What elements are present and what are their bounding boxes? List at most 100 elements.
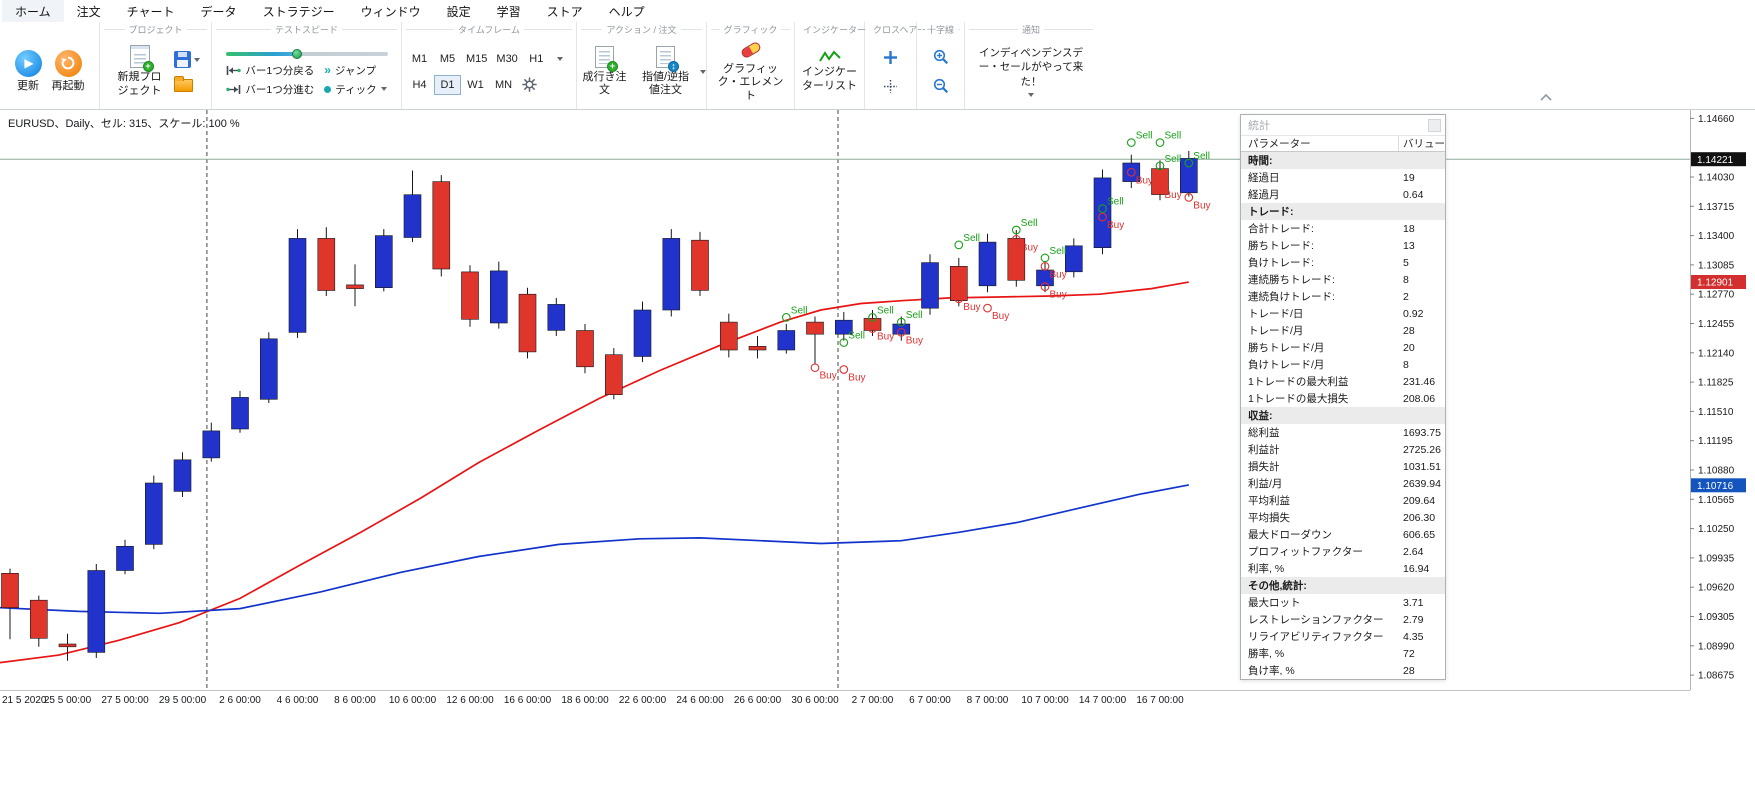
new-project-icon: + — [129, 45, 154, 73]
timeframe-m15-button[interactable]: M15 — [466, 52, 488, 65]
candle — [1007, 230, 1026, 287]
svg-text:Buy: Buy — [963, 302, 980, 313]
menu-item[interactable]: チャート — [126, 4, 175, 19]
chevron-down-icon[interactable] — [699, 69, 706, 74]
pending-order-button[interactable]: ↕ 指値/逆指値注文 — [634, 44, 698, 99]
price-tick: 1.11825 — [1690, 378, 1734, 389]
menu-item[interactable]: ウィンドウ — [360, 4, 421, 19]
chart-area[interactable]: Sell Buy Sell Buy Sell Buy Sell Buy Sell Buy Buy Se… — [0, 110, 1755, 690]
time-tick: 16 7 00:00 — [1136, 695, 1184, 706]
menu-item[interactable]: ストア — [546, 4, 583, 19]
indicator-list-button[interactable]: インジケーターリスト — [795, 48, 865, 94]
menu-item[interactable]: 学習 — [496, 4, 521, 19]
menu-item[interactable]: 注文 — [76, 4, 101, 19]
time-tick: 14 7 00:00 — [1078, 695, 1127, 706]
graphic-elements-button[interactable]: グラフィック・エレメント — [709, 38, 793, 105]
time-axis[interactable]: 21 5 2020 25 5 00:00 27 5 00:00 29 5 00:00 2… — [0, 690, 1690, 710]
step-forward-button[interactable]: バー1つ分進む — [226, 82, 314, 97]
svg-text:1.08990: 1.08990 — [1698, 641, 1735, 652]
candle — [87, 564, 106, 658]
tick-icon — [324, 85, 332, 93]
price-axis[interactable]: 1.14660 1.14030 1.13715 1.13400 1.13085 1.127… — [1690, 110, 1755, 690]
ma-blue-line — [0, 484, 1189, 615]
zoom-out-button[interactable] — [930, 76, 952, 96]
candle — [145, 475, 163, 550]
menu-item[interactable]: ヘルプ — [608, 4, 645, 19]
svg-text:1.08675: 1.08675 — [1698, 671, 1735, 682]
sell-marker: Sell — [1155, 131, 1181, 147]
sell-marker: Sell — [781, 305, 807, 322]
capsule-icon — [739, 40, 762, 60]
group-caption: タイムフレーム — [458, 25, 521, 35]
stats-row: 最大ドローダウン 606.65 — [1248, 528, 1436, 542]
timeframe-mn-button[interactable]: MN — [494, 78, 513, 91]
step-back-button[interactable]: バー1つ分戻る — [226, 63, 314, 78]
menu-item[interactable]: データ — [200, 4, 237, 19]
candlestick-chart[interactable]: Sell Buy Sell Buy Sell Buy Sell Buy Sell Buy Buy Se… — [0, 110, 1690, 690]
save-button[interactable] — [173, 51, 200, 68]
svg-text:Buy: Buy — [1021, 242, 1038, 253]
cursor-plus-button[interactable] — [880, 47, 902, 67]
candle — [58, 633, 77, 661]
chevron-down-icon[interactable] — [556, 56, 563, 61]
gear-icon — [521, 77, 537, 92]
candle — [691, 231, 709, 296]
stats-row: トレード/日 0.92 — [1248, 307, 1424, 321]
jump-label: ジャンプ — [334, 64, 377, 77]
collapse-ribbon-button[interactable] — [1540, 90, 1552, 104]
timeframe-h1-button[interactable]: H1 — [529, 52, 544, 65]
notification-text[interactable]: インディペンデンスデー・セールがやって来た！ — [978, 47, 1084, 88]
play-icon: ▶ — [14, 49, 42, 77]
new-project-button[interactable]: + 新規プロジェクト — [112, 43, 168, 99]
svg-text:1.11510: 1.11510 — [1698, 407, 1734, 418]
svg-text:1.14030: 1.14030 — [1698, 173, 1735, 184]
restart-label: 再起動 — [51, 79, 85, 92]
market-order-button[interactable]: + 成行き注文 — [578, 44, 632, 99]
step-forward-label: バー1つ分進む — [245, 83, 315, 96]
timeframe-h4-button[interactable]: H4 — [412, 78, 427, 91]
buy-marker: Buy — [954, 294, 981, 313]
crosshair-button[interactable] — [880, 76, 902, 96]
svg-text:Buy: Buy — [848, 373, 865, 384]
menu-item[interactable]: 設定 — [446, 4, 471, 19]
time-tick: 22 6 00:00 — [618, 695, 667, 706]
time-tick: 2 7 00:00 — [851, 695, 894, 706]
timeframe-m30-button[interactable]: M30 — [496, 52, 518, 65]
candle — [806, 316, 824, 364]
svg-text:1.10565: 1.10565 — [1698, 495, 1735, 506]
timeframe-m5-button[interactable]: M5 — [439, 52, 456, 65]
chevron-down-icon[interactable] — [1028, 92, 1034, 97]
test-speed-slider[interactable] — [225, 48, 388, 61]
timeframe-w1-button[interactable]: W1 — [467, 78, 484, 91]
candle — [949, 257, 968, 307]
update-button[interactable]: ▶ 更新 — [11, 48, 46, 95]
restart-button[interactable]: 再起動 — [48, 48, 89, 95]
stats-row: 利益計 2725.26 — [1248, 443, 1441, 457]
svg-text:1.14221: 1.14221 — [1697, 155, 1734, 166]
ribbon-group-project: プロジェクト + 新規プロジェクト — [100, 22, 212, 109]
ribbon-group-test-speed: テストスピード バー1つ分戻る バー1つ分進む — [212, 22, 402, 109]
buy-marker: Buy — [810, 363, 837, 382]
zoom-in-button[interactable] — [930, 47, 952, 67]
tick-mode-button[interactable]: ティック — [324, 82, 387, 97]
panel-close-button[interactable] — [1428, 118, 1441, 132]
open-folder-button[interactable] — [173, 75, 200, 92]
crosshair-icon — [884, 79, 897, 93]
jump-button[interactable]: » ジャンプ — [324, 63, 386, 78]
timeframe-m1-button[interactable]: M1 — [411, 52, 428, 65]
candle — [29, 595, 48, 647]
menu-item[interactable]: ストラテジー — [262, 4, 335, 19]
price-tick: 1.10250 — [1690, 524, 1735, 535]
tick-label: ティック — [335, 83, 377, 96]
timeframe-settings-button[interactable] — [518, 75, 540, 95]
slider-thumb[interactable] — [291, 48, 302, 59]
candle — [834, 311, 853, 341]
menu-item[interactable]: ホーム — [2, 0, 64, 23]
time-tick: 18 6 00:00 — [561, 695, 609, 706]
timeframe-d1-button[interactable]: D1 — [434, 74, 461, 95]
buy-marker: Buy — [1040, 261, 1067, 280]
candle — [719, 313, 738, 358]
statistics-panel-titlebar: 統計 — [1241, 115, 1445, 135]
group-caption: クロスヘアー — [873, 25, 926, 35]
svg-text:Sell: Sell — [1165, 154, 1182, 165]
